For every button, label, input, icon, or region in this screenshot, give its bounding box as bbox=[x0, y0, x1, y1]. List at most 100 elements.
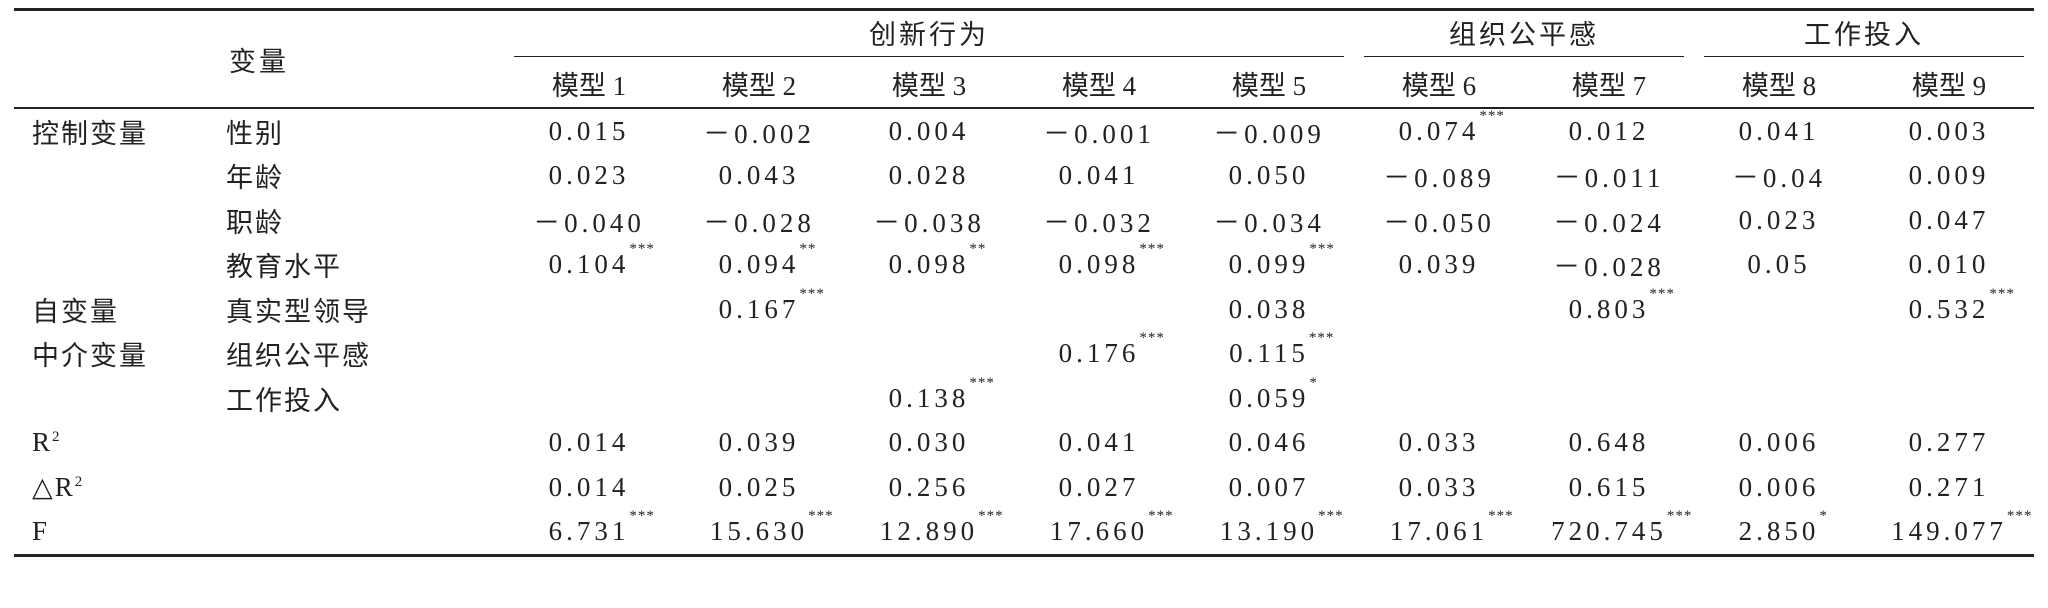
value-cell: 0.615 bbox=[1524, 465, 1694, 510]
value-cell: 0.041 bbox=[1694, 108, 1864, 154]
coefficient: 13.190 *** bbox=[1219, 508, 1344, 547]
coefficient: 0.099 *** bbox=[1228, 241, 1335, 280]
coefficient: 0.803 *** bbox=[1568, 285, 1675, 324]
group-header: 创新行为 bbox=[514, 13, 1344, 57]
model-header: 模型 4 bbox=[1014, 59, 1184, 109]
value-cell: 15.630 *** bbox=[674, 508, 844, 557]
group-header: 工作投入 bbox=[1704, 13, 2024, 57]
value-cell: 0.115 *** bbox=[1184, 330, 1354, 377]
row-label: 性别 bbox=[214, 108, 504, 154]
table-row: 职龄 －0.040 －0.028 －0.038 －0.032 －0.034 －0.050 －0… bbox=[14, 198, 2034, 243]
model-header: 模型 1 bbox=[504, 59, 674, 109]
coefficient: 0.015 bbox=[548, 115, 630, 146]
significance: *** bbox=[1318, 508, 1344, 525]
value-cell bbox=[1354, 332, 1524, 377]
coefficient: 0.05 bbox=[1747, 249, 1811, 280]
value-cell bbox=[1014, 376, 1184, 421]
coefficient: －0.009 bbox=[1213, 118, 1325, 149]
value-cell bbox=[1354, 287, 1524, 332]
value-cell: 6.731 *** bbox=[504, 508, 674, 557]
value-cell: 0.256 bbox=[844, 465, 1014, 510]
coefficient: 0.115 *** bbox=[1229, 330, 1335, 369]
significance: *** bbox=[1139, 241, 1165, 258]
coefficient: 0.256 bbox=[888, 471, 970, 502]
regression-table: 变量 创新行为 组织公平感 工作投入 模型 1 模型 2 模型 3 模型 4 模型 5 模型 6… bbox=[14, 8, 2034, 557]
value-cell: 0.004 bbox=[844, 108, 1014, 154]
coefficient: 0.003 bbox=[1908, 115, 1990, 146]
coefficient: 0.039 bbox=[718, 427, 800, 458]
value-cell: －0.024 bbox=[1524, 198, 1694, 243]
model-header: 模型 8 bbox=[1694, 59, 1864, 109]
coefficient: 12.890 *** bbox=[879, 508, 1004, 547]
row-group bbox=[14, 154, 214, 199]
value-cell: 17.660 *** bbox=[1014, 508, 1184, 557]
value-cell bbox=[844, 287, 1014, 332]
significance: *** bbox=[1488, 508, 1514, 525]
coefficient: 0.041 bbox=[1058, 160, 1140, 191]
row-group: △R2 bbox=[14, 465, 214, 510]
coefficient: 15.630 *** bbox=[709, 508, 834, 547]
value-cell: 0.138 *** bbox=[844, 374, 1014, 421]
row-group: 自变量 bbox=[14, 287, 214, 332]
coefficient: 0.028 bbox=[888, 160, 970, 191]
value-cell: 0.277 bbox=[1864, 421, 2034, 466]
row-label: 年龄 bbox=[214, 154, 504, 199]
coefficient: 0.023 bbox=[1738, 204, 1820, 235]
row-label-text: 教育水平 bbox=[226, 252, 342, 283]
group-header-cell: 工作投入 bbox=[1694, 8, 2034, 59]
table-row: R2 0.014 0.039 0.030 0.041 0.046 0.033 0.648 0.0… bbox=[14, 421, 2034, 466]
coefficient: 17.061 *** bbox=[1389, 508, 1514, 547]
value-cell: －0.002 bbox=[674, 108, 844, 154]
row-group: F bbox=[14, 509, 214, 557]
coefficient: －0.028 bbox=[703, 207, 815, 238]
value-cell: 0.041 bbox=[1014, 154, 1184, 199]
row-label bbox=[214, 421, 504, 466]
coefficient: 0.047 bbox=[1908, 204, 1990, 235]
value-cell: 0.039 bbox=[1354, 243, 1524, 288]
table-row: 年龄 0.023 0.043 0.028 0.041 0.050 －0.089 －0.011 －… bbox=[14, 154, 2034, 199]
value-cell bbox=[1864, 332, 2034, 377]
coefficient: 0.023 bbox=[548, 160, 630, 191]
coefficient: 0.006 bbox=[1738, 427, 1820, 458]
coefficient: 0.006 bbox=[1738, 471, 1820, 502]
value-cell: 0.015 bbox=[504, 108, 674, 154]
value-cell: －0.011 bbox=[1524, 154, 1694, 199]
row-label-text: 真实型领导 bbox=[226, 296, 371, 327]
row-label-text: 职龄 bbox=[226, 207, 284, 238]
row-label-text: 工作投入 bbox=[226, 385, 342, 416]
value-cell: 0.030 bbox=[844, 421, 1014, 466]
value-cell: 0.038 bbox=[1184, 287, 1354, 332]
significance: *** bbox=[1479, 107, 1505, 124]
coefficient: 0.027 bbox=[1058, 471, 1140, 502]
value-cell: 0.006 bbox=[1694, 421, 1864, 466]
value-cell: 0.012 bbox=[1524, 108, 1694, 154]
coefficient: －0.028 bbox=[1553, 252, 1665, 283]
coefficient: 0.046 bbox=[1228, 427, 1310, 458]
value-cell: 0.098 *** bbox=[1014, 241, 1184, 288]
coefficient: －0.040 bbox=[533, 207, 645, 238]
value-cell: 0.028 bbox=[844, 154, 1014, 199]
coefficient: 17.660 *** bbox=[1049, 508, 1174, 547]
coefficient: 0.043 bbox=[718, 160, 800, 191]
value-cell: 0.059 * bbox=[1184, 374, 1354, 421]
value-cell: 720.745 *** bbox=[1524, 508, 1694, 557]
value-cell: －0.032 bbox=[1014, 198, 1184, 243]
row-group-text: 自变量 bbox=[32, 296, 119, 327]
value-cell: －0.050 bbox=[1354, 198, 1524, 243]
value-cell: 0.050 bbox=[1184, 154, 1354, 199]
coefficient: 0.059 * bbox=[1228, 374, 1318, 413]
table-row: F 6.731 *** 15.630 *** 12.890 *** 17.660 *** 13.1… bbox=[14, 508, 2034, 557]
coefficient: 0.277 bbox=[1908, 427, 1990, 458]
significance: *** bbox=[969, 374, 995, 391]
significance: * bbox=[1819, 508, 1828, 525]
value-cell: 0.033 bbox=[1354, 421, 1524, 466]
coefficient: 0.041 bbox=[1058, 427, 1140, 458]
value-cell: 0.010 bbox=[1864, 243, 2034, 288]
value-cell bbox=[674, 332, 844, 377]
value-cell: 0.803 *** bbox=[1524, 285, 1694, 332]
value-cell: －0.034 bbox=[1184, 198, 1354, 243]
value-cell: 0.167 *** bbox=[674, 286, 844, 332]
significance: *** bbox=[1148, 508, 1174, 525]
coefficient: 2.850 * bbox=[1738, 508, 1828, 547]
